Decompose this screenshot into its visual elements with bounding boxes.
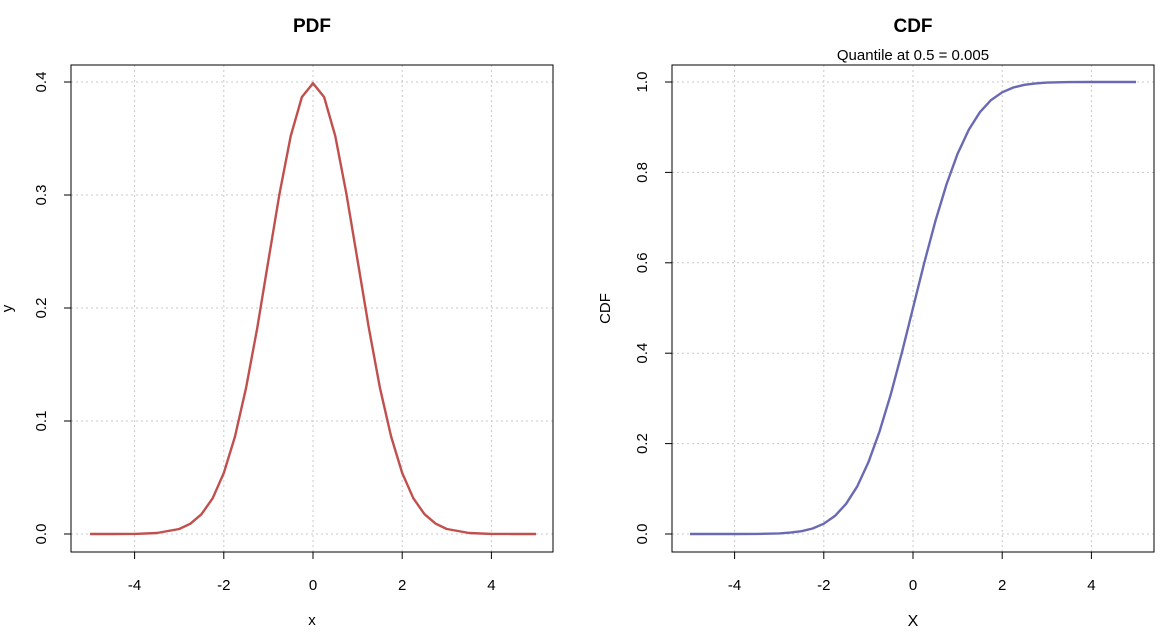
y-tick-label: 0.6 [634,252,651,273]
y-axis-label: CDF [597,293,614,324]
x-tick-label: 2 [998,577,1006,594]
x-tick-label: 0 [309,577,317,594]
x-tick-label: -4 [128,577,141,594]
y-tick-label: 0.1 [33,411,50,432]
x-axis-label: X [908,613,919,630]
chart-subtitle: Quantile at 0.5 = 0.005 [837,47,989,64]
x-tick-label: 4 [1087,577,1095,594]
series-line [690,80,1136,536]
chart-panel-cdf: -4 -2 0 2 4 0.0 0.2 0.4 0.6 0.8 1.0 CDF Quantile at … [597,16,1155,630]
x-tick-label: 0 [909,577,917,594]
x-tick-label: 4 [487,577,495,594]
y-tick-label: 0.3 [33,185,50,206]
y-tick-label: 0.2 [33,298,50,319]
chart-panel-pdf: -4 -2 0 2 4 0.0 0.1 0.2 0.3 0.4 PDF x y [0,16,554,629]
y-tick-label: 0.0 [634,524,651,545]
y-axis-label: y [0,304,16,312]
y-tick-label: 0.0 [33,524,50,545]
y-tick-label: 0.4 [634,343,651,364]
x-tick-label: -2 [817,577,830,594]
chart-title: CDF [893,16,932,37]
series-line [90,81,536,536]
y-tick-label: 0.8 [634,162,651,183]
x-axis-label: x [308,612,316,629]
x-tick-label: 2 [398,577,406,594]
x-tick-label: -4 [728,577,741,594]
y-tick-label: 0.4 [33,72,50,93]
chart-title: PDF [293,16,331,37]
x-tick-label: -2 [217,577,230,594]
y-tick-label: 1.0 [634,72,651,93]
y-tick-label: 0.2 [634,433,651,454]
